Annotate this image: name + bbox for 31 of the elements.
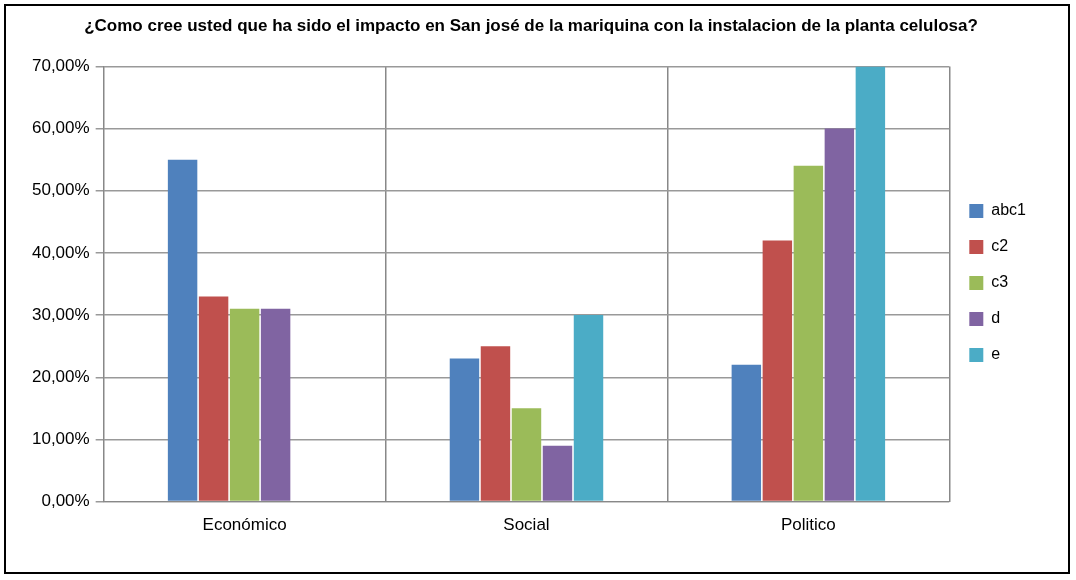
y-tick-label: 0,00% [41, 491, 90, 511]
bar [542, 445, 573, 501]
bar [260, 308, 291, 501]
x-tick-label: Politico [780, 515, 836, 535]
legend-label: e [991, 345, 1001, 363]
y-tick-label: 30,00% [31, 304, 90, 324]
y-tick-label: 20,00% [31, 366, 90, 386]
y-tick-label: 70,00% [31, 56, 90, 76]
bar [731, 364, 762, 501]
bar [824, 128, 855, 501]
bar [793, 165, 824, 501]
y-tick-label: 10,00% [31, 429, 90, 449]
bar [198, 296, 229, 501]
bar [762, 240, 793, 501]
chart-title: ¿Como cree usted que ha sido el impacto en San josé de la mariquina con la instalacion de la planta celulosa? [84, 15, 978, 35]
x-tick-label: Económico [202, 515, 287, 535]
y-tick-label: 50,00% [31, 180, 90, 200]
bar [480, 346, 511, 501]
legend-label: d [991, 309, 1001, 327]
x-tick-label: Social [503, 515, 550, 535]
legend-label: c2 [991, 237, 1009, 255]
y-tick-label: 60,00% [31, 118, 90, 138]
bar [229, 308, 260, 501]
bar [511, 408, 542, 501]
bar [855, 66, 886, 501]
bar [573, 315, 604, 501]
bar [167, 159, 198, 501]
bar [449, 358, 480, 501]
legend-label: abc1 [991, 201, 1027, 219]
y-tick-label: 40,00% [31, 242, 90, 262]
legend-label: c3 [991, 273, 1009, 291]
